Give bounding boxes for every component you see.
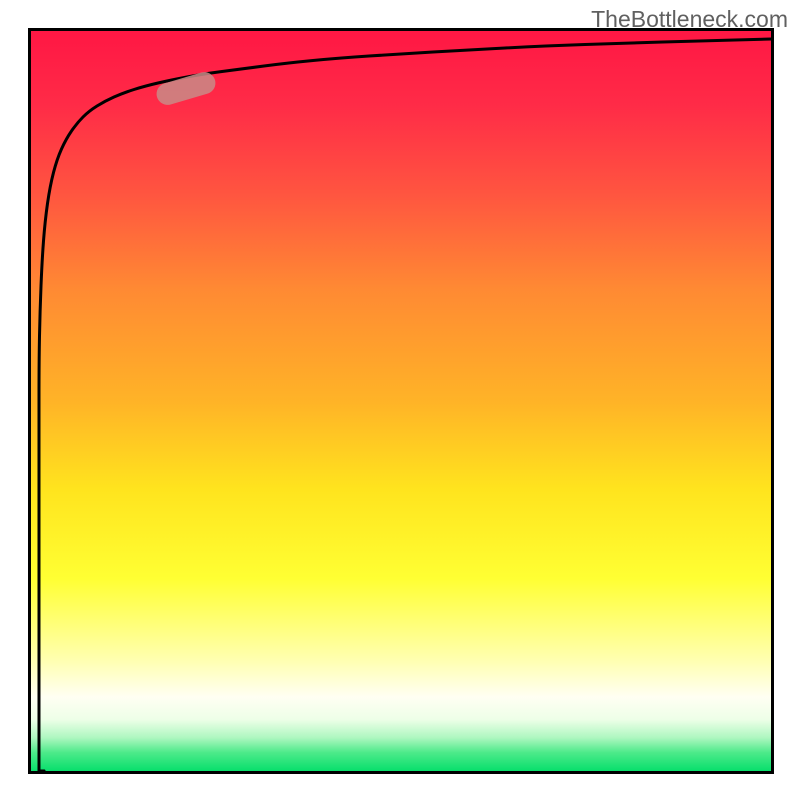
- attribution-text: TheBottleneck.com: [591, 6, 788, 33]
- gradient-background: [31, 31, 771, 771]
- chart-container: TheBottleneck.com: [0, 0, 800, 800]
- plot-area: [31, 31, 771, 771]
